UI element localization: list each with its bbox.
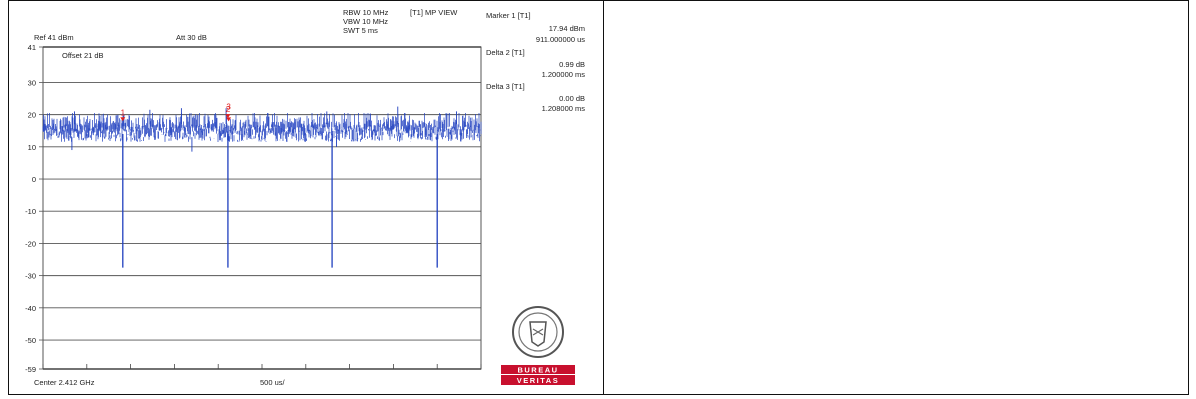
- marker-label: 2: [226, 105, 231, 114]
- y-tick-label: 41: [28, 43, 36, 52]
- marker-label: 3: [226, 102, 231, 111]
- y-tick-label: -59: [25, 365, 36, 374]
- marker-symbol: [226, 117, 232, 122]
- vbw: VBW 10 MHz: [343, 17, 389, 26]
- plot-frame: [42, 46, 482, 370]
- marker-symbol: [120, 117, 126, 122]
- y-tick-label: -10: [25, 207, 36, 216]
- outer-border: [8, 0, 1189, 395]
- y-tick-label: -40: [25, 304, 36, 313]
- rbw: RBW 10 MHz: [343, 8, 389, 17]
- delta3-title: Delta 3 [T1]: [486, 82, 525, 91]
- ref-level: Ref 41 dBm: [34, 33, 74, 42]
- bureau-veritas-logo: BUREAU VERITAS: [497, 302, 579, 388]
- y-tick-label: 30: [28, 78, 36, 87]
- y-tick-label: -30: [25, 272, 36, 281]
- y-tick-label: -20: [25, 239, 36, 248]
- logo-word-2: VERITAS: [517, 376, 559, 385]
- y-tick-label: 20: [28, 111, 36, 120]
- marker-symbol: [225, 114, 231, 119]
- delta3-time: 1.208000 ms: [541, 104, 585, 113]
- marker1-time: 911.000000 us: [535, 35, 585, 44]
- delta2-level: 0.99 dB: [559, 60, 585, 69]
- logo-band-bottom: [501, 375, 575, 385]
- delta2-time: 1.200000 ms: [541, 70, 585, 79]
- marker1-level: 17.94 dBm: [548, 24, 585, 33]
- attenuation: Att 30 dB: [176, 33, 207, 42]
- logo-band-top: [501, 365, 575, 374]
- panel-divider: [603, 0, 604, 395]
- center-frequency: Center 2.412 GHz: [34, 378, 95, 387]
- marker-label: 1: [121, 108, 126, 117]
- delta3-level: 0.00 dB: [559, 94, 585, 103]
- y-tick-label: 0: [32, 175, 36, 184]
- time-per-division: 500 us/: [260, 378, 285, 387]
- sweep-time: SWT 5 ms: [343, 26, 378, 35]
- delta2-title: Delta 2 [T1]: [486, 48, 525, 57]
- logo-word-1: BUREAU: [517, 366, 558, 375]
- y-tick-label: 10: [28, 143, 36, 152]
- y-tick-label: -50: [25, 336, 36, 345]
- view-mode: [T1] MP VIEW: [410, 8, 458, 17]
- ref-offset: Offset 21 dB: [62, 51, 104, 60]
- marker1-title: Marker 1 [T1]: [486, 11, 531, 20]
